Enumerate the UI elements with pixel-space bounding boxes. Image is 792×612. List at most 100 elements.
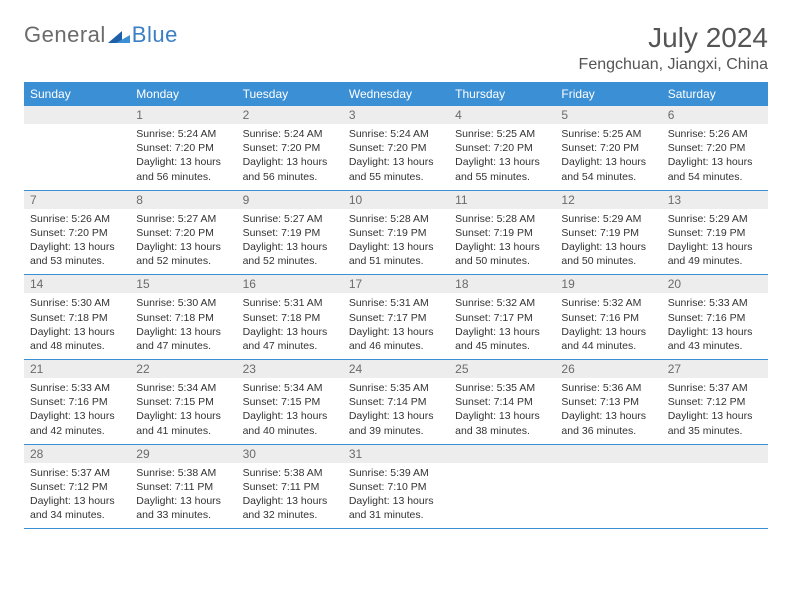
daylight-text: Daylight: 13 hours and 41 minutes. — [136, 409, 230, 437]
day-number: 1 — [130, 106, 236, 124]
sunset-text: Sunset: 7:10 PM — [349, 480, 443, 494]
header: General Blue July 2024 Fengchuan, Jiangx… — [24, 22, 768, 74]
sunrise-text: Sunrise: 5:31 AM — [349, 296, 443, 310]
sunset-text: Sunset: 7:20 PM — [136, 141, 230, 155]
day-number: 25 — [449, 360, 555, 378]
cell-body — [449, 463, 555, 521]
sunset-text: Sunset: 7:14 PM — [455, 395, 549, 409]
cell-body: Sunrise: 5:36 AMSunset: 7:13 PMDaylight:… — [555, 378, 661, 444]
sunrise-text: Sunrise: 5:34 AM — [243, 381, 337, 395]
cell-body: Sunrise: 5:26 AMSunset: 7:20 PMDaylight:… — [662, 124, 768, 190]
day-number: 18 — [449, 275, 555, 293]
calendar-cell: 2Sunrise: 5:24 AMSunset: 7:20 PMDaylight… — [237, 106, 343, 190]
cell-body: Sunrise: 5:24 AMSunset: 7:20 PMDaylight:… — [343, 124, 449, 190]
sunset-text: Sunset: 7:11 PM — [243, 480, 337, 494]
daylight-text: Daylight: 13 hours and 33 minutes. — [136, 494, 230, 522]
cell-body: Sunrise: 5:30 AMSunset: 7:18 PMDaylight:… — [130, 293, 236, 359]
calendar-cell — [662, 445, 768, 529]
cell-body: Sunrise: 5:31 AMSunset: 7:17 PMDaylight:… — [343, 293, 449, 359]
calendar-cell: 12Sunrise: 5:29 AMSunset: 7:19 PMDayligh… — [555, 191, 661, 275]
day-number: 10 — [343, 191, 449, 209]
sunset-text: Sunset: 7:16 PM — [30, 395, 124, 409]
sunset-text: Sunset: 7:19 PM — [561, 226, 655, 240]
week-row: 1Sunrise: 5:24 AMSunset: 7:20 PMDaylight… — [24, 106, 768, 191]
cell-body: Sunrise: 5:27 AMSunset: 7:19 PMDaylight:… — [237, 209, 343, 275]
day-number: 17 — [343, 275, 449, 293]
sunrise-text: Sunrise: 5:33 AM — [668, 296, 762, 310]
daylight-text: Daylight: 13 hours and 42 minutes. — [30, 409, 124, 437]
calendar-cell: 21Sunrise: 5:33 AMSunset: 7:16 PMDayligh… — [24, 360, 130, 444]
calendar-cell: 3Sunrise: 5:24 AMSunset: 7:20 PMDaylight… — [343, 106, 449, 190]
title-block: July 2024 Fengchuan, Jiangxi, China — [579, 22, 768, 74]
calendar-cell: 25Sunrise: 5:35 AMSunset: 7:14 PMDayligh… — [449, 360, 555, 444]
calendar-cell: 14Sunrise: 5:30 AMSunset: 7:18 PMDayligh… — [24, 275, 130, 359]
cell-body: Sunrise: 5:34 AMSunset: 7:15 PMDaylight:… — [237, 378, 343, 444]
day-number: 19 — [555, 275, 661, 293]
cell-body: Sunrise: 5:27 AMSunset: 7:20 PMDaylight:… — [130, 209, 236, 275]
calendar-cell: 13Sunrise: 5:29 AMSunset: 7:19 PMDayligh… — [662, 191, 768, 275]
day-number: 4 — [449, 106, 555, 124]
calendar-cell: 6Sunrise: 5:26 AMSunset: 7:20 PMDaylight… — [662, 106, 768, 190]
calendar-cell: 4Sunrise: 5:25 AMSunset: 7:20 PMDaylight… — [449, 106, 555, 190]
day-number: 12 — [555, 191, 661, 209]
cell-body: Sunrise: 5:25 AMSunset: 7:20 PMDaylight:… — [555, 124, 661, 190]
calendar-cell: 23Sunrise: 5:34 AMSunset: 7:15 PMDayligh… — [237, 360, 343, 444]
sunrise-text: Sunrise: 5:25 AM — [455, 127, 549, 141]
sunset-text: Sunset: 7:17 PM — [455, 311, 549, 325]
sunset-text: Sunset: 7:20 PM — [136, 226, 230, 240]
day-header-wed: Wednesday — [343, 82, 449, 106]
cell-body: Sunrise: 5:32 AMSunset: 7:16 PMDaylight:… — [555, 293, 661, 359]
calendar-cell: 31Sunrise: 5:39 AMSunset: 7:10 PMDayligh… — [343, 445, 449, 529]
day-number — [555, 445, 661, 463]
calendar-cell: 11Sunrise: 5:28 AMSunset: 7:19 PMDayligh… — [449, 191, 555, 275]
calendar-cell: 28Sunrise: 5:37 AMSunset: 7:12 PMDayligh… — [24, 445, 130, 529]
sunset-text: Sunset: 7:20 PM — [243, 141, 337, 155]
calendar-cell: 8Sunrise: 5:27 AMSunset: 7:20 PMDaylight… — [130, 191, 236, 275]
sunrise-text: Sunrise: 5:39 AM — [349, 466, 443, 480]
daylight-text: Daylight: 13 hours and 38 minutes. — [455, 409, 549, 437]
calendar-cell: 22Sunrise: 5:34 AMSunset: 7:15 PMDayligh… — [130, 360, 236, 444]
day-number: 21 — [24, 360, 130, 378]
cell-body: Sunrise: 5:26 AMSunset: 7:20 PMDaylight:… — [24, 209, 130, 275]
sunset-text: Sunset: 7:13 PM — [561, 395, 655, 409]
calendar-cell: 20Sunrise: 5:33 AMSunset: 7:16 PMDayligh… — [662, 275, 768, 359]
cell-body: Sunrise: 5:39 AMSunset: 7:10 PMDaylight:… — [343, 463, 449, 529]
daylight-text: Daylight: 13 hours and 54 minutes. — [668, 155, 762, 183]
logo-text-blue: Blue — [132, 22, 178, 48]
calendar-cell: 16Sunrise: 5:31 AMSunset: 7:18 PMDayligh… — [237, 275, 343, 359]
sunrise-text: Sunrise: 5:38 AM — [243, 466, 337, 480]
week-row: 21Sunrise: 5:33 AMSunset: 7:16 PMDayligh… — [24, 360, 768, 445]
daylight-text: Daylight: 13 hours and 50 minutes. — [561, 240, 655, 268]
day-number: 31 — [343, 445, 449, 463]
sunset-text: Sunset: 7:20 PM — [30, 226, 124, 240]
day-header-mon: Monday — [130, 82, 236, 106]
calendar-cell: 5Sunrise: 5:25 AMSunset: 7:20 PMDaylight… — [555, 106, 661, 190]
calendar-cell — [555, 445, 661, 529]
daylight-text: Daylight: 13 hours and 56 minutes. — [136, 155, 230, 183]
calendar: Sunday Monday Tuesday Wednesday Thursday… — [24, 82, 768, 529]
calendar-cell: 9Sunrise: 5:27 AMSunset: 7:19 PMDaylight… — [237, 191, 343, 275]
day-number: 6 — [662, 106, 768, 124]
sunset-text: Sunset: 7:15 PM — [243, 395, 337, 409]
sunset-text: Sunset: 7:20 PM — [561, 141, 655, 155]
sunrise-text: Sunrise: 5:38 AM — [136, 466, 230, 480]
day-number: 7 — [24, 191, 130, 209]
daylight-text: Daylight: 13 hours and 51 minutes. — [349, 240, 443, 268]
sunset-text: Sunset: 7:19 PM — [243, 226, 337, 240]
week-row: 14Sunrise: 5:30 AMSunset: 7:18 PMDayligh… — [24, 275, 768, 360]
daylight-text: Daylight: 13 hours and 50 minutes. — [455, 240, 549, 268]
sunrise-text: Sunrise: 5:24 AM — [349, 127, 443, 141]
cell-body: Sunrise: 5:35 AMSunset: 7:14 PMDaylight:… — [449, 378, 555, 444]
calendar-cell — [24, 106, 130, 190]
day-number: 8 — [130, 191, 236, 209]
sunrise-text: Sunrise: 5:36 AM — [561, 381, 655, 395]
cell-body: Sunrise: 5:28 AMSunset: 7:19 PMDaylight:… — [343, 209, 449, 275]
daylight-text: Daylight: 13 hours and 31 minutes. — [349, 494, 443, 522]
calendar-cell: 7Sunrise: 5:26 AMSunset: 7:20 PMDaylight… — [24, 191, 130, 275]
daylight-text: Daylight: 13 hours and 52 minutes. — [243, 240, 337, 268]
day-number: 16 — [237, 275, 343, 293]
day-number: 15 — [130, 275, 236, 293]
cell-body: Sunrise: 5:34 AMSunset: 7:15 PMDaylight:… — [130, 378, 236, 444]
cell-body: Sunrise: 5:37 AMSunset: 7:12 PMDaylight:… — [662, 378, 768, 444]
calendar-cell: 30Sunrise: 5:38 AMSunset: 7:11 PMDayligh… — [237, 445, 343, 529]
